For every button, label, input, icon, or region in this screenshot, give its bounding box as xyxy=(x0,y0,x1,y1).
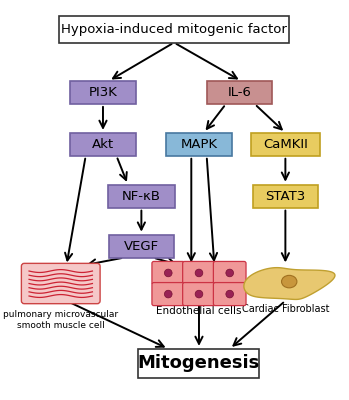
FancyBboxPatch shape xyxy=(183,262,215,284)
FancyBboxPatch shape xyxy=(152,262,185,284)
Text: IL-6: IL-6 xyxy=(227,86,251,99)
Text: VEGF: VEGF xyxy=(124,240,159,252)
Text: pulmonary microvascular
smooth muscle cell: pulmonary microvascular smooth muscle ce… xyxy=(3,310,118,330)
Text: STAT3: STAT3 xyxy=(265,190,305,203)
FancyBboxPatch shape xyxy=(253,185,318,208)
Circle shape xyxy=(226,290,233,298)
FancyBboxPatch shape xyxy=(21,263,100,304)
FancyBboxPatch shape xyxy=(108,185,175,208)
Text: PI3K: PI3K xyxy=(89,86,117,99)
FancyBboxPatch shape xyxy=(59,16,289,42)
FancyBboxPatch shape xyxy=(152,282,185,306)
Circle shape xyxy=(195,290,203,298)
FancyBboxPatch shape xyxy=(213,262,246,284)
Text: Cardiac Fibroblast: Cardiac Fibroblast xyxy=(242,304,329,314)
FancyBboxPatch shape xyxy=(207,81,272,104)
Text: CaMKII: CaMKII xyxy=(263,138,308,151)
Text: Mitogenesis: Mitogenesis xyxy=(138,354,260,372)
Text: Hypoxia-induced mitogenic factor: Hypoxia-induced mitogenic factor xyxy=(61,23,287,36)
FancyBboxPatch shape xyxy=(166,133,232,156)
Text: NF-κB: NF-κB xyxy=(122,190,161,203)
Text: MAPK: MAPK xyxy=(180,138,217,151)
Text: Akt: Akt xyxy=(92,138,114,151)
Polygon shape xyxy=(244,268,335,300)
FancyBboxPatch shape xyxy=(183,282,215,306)
FancyBboxPatch shape xyxy=(213,282,246,306)
Circle shape xyxy=(164,290,172,298)
FancyBboxPatch shape xyxy=(139,349,259,378)
FancyBboxPatch shape xyxy=(251,133,320,156)
Circle shape xyxy=(226,269,233,277)
Circle shape xyxy=(164,269,172,277)
Circle shape xyxy=(195,269,203,277)
FancyBboxPatch shape xyxy=(70,81,136,104)
Ellipse shape xyxy=(282,275,297,288)
FancyBboxPatch shape xyxy=(109,234,174,258)
FancyBboxPatch shape xyxy=(70,133,136,156)
Text: Endothelial cells: Endothelial cells xyxy=(156,306,242,316)
